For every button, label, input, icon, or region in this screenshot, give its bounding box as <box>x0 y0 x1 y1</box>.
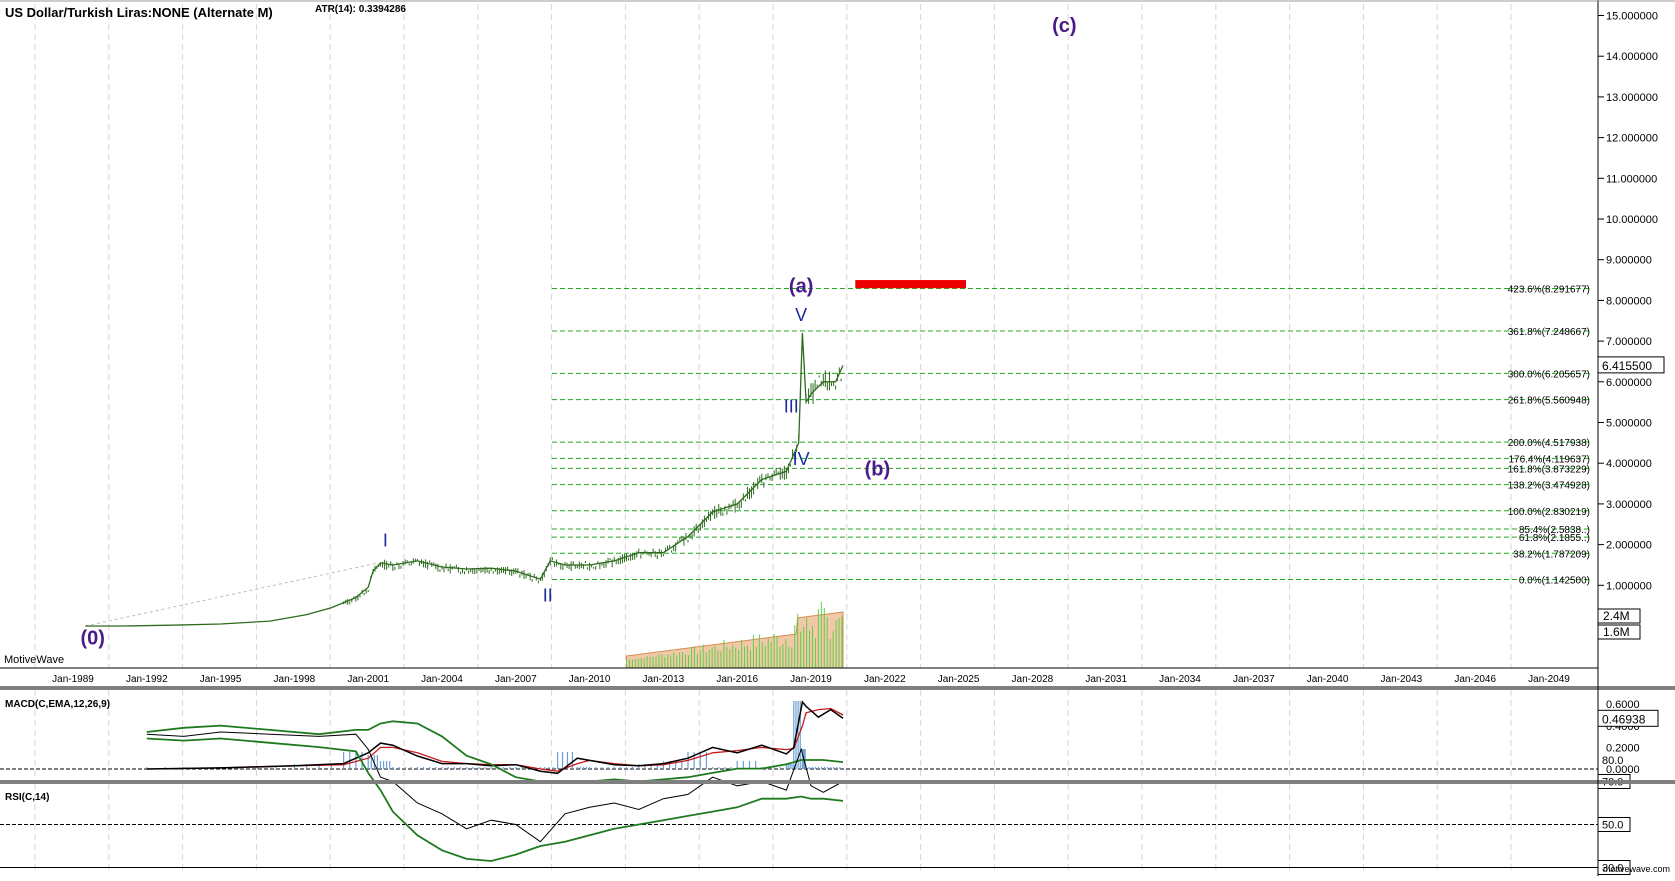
y-tick-label: 9.000000 <box>1606 255 1652 267</box>
x-tick-label: Jan-2007 <box>495 674 537 685</box>
wave-label: (c) <box>1052 15 1076 37</box>
fib-level-label: 361.8%(7.248667) <box>1508 327 1590 338</box>
y-tick-label: 3.000000 <box>1606 499 1652 511</box>
x-tick-label: Jan-2028 <box>1012 674 1054 685</box>
fib-level-label: 423.6%(8.291677) <box>1508 285 1590 296</box>
fib-level-label: 100.0%(2.830219) <box>1508 507 1590 518</box>
x-tick-label: Jan-1989 <box>52 674 94 685</box>
y-tick-label: 8.000000 <box>1606 295 1652 307</box>
y-tick-label: 12.000000 <box>1606 133 1658 145</box>
y-tick-label: 11.000000 <box>1606 173 1657 185</box>
fib-level-label: 38.2%(1.787209) <box>1513 549 1590 560</box>
macd-y-label: 0.0000 <box>1606 764 1640 776</box>
fibonacci-levels: 0.0%(1.142500) 38.2%(1.787209) 61.8%(2.185… <box>552 280 1592 587</box>
wave-label: IV <box>793 449 810 469</box>
x-tick-label: Jan-2004 <box>421 674 463 685</box>
wave-label: II <box>543 586 553 606</box>
volume-box-2 <box>1597 624 1641 640</box>
fib-level-label: 85.4%(2.5838..) <box>1519 525 1590 536</box>
last-price-box <box>1597 356 1665 374</box>
time-gridlines <box>34 4 1512 870</box>
y-tick-label: 5.000000 <box>1606 418 1652 430</box>
y-tick-label: 7.000000 <box>1606 336 1652 348</box>
wave-label: (a) <box>789 275 813 297</box>
fib-level-label: 138.2%(3.474928) <box>1508 481 1590 492</box>
x-tick-label: Jan-2043 <box>1381 674 1423 685</box>
x-tick-label: Jan-2010 <box>569 674 611 685</box>
y-tick-label: 10.000000 <box>1606 214 1658 226</box>
y-tick-label: 2.000000 <box>1606 540 1652 552</box>
macd-last-label: 0.46938 <box>1602 712 1646 726</box>
footer-site: motivewave.com <box>1603 864 1670 874</box>
wave-label: III <box>784 396 799 416</box>
chart-title: US Dollar/Turkish Liras:NONE (Alternate … <box>5 5 273 20</box>
macd-title: MACD(C,EMA,12,26,9) <box>5 699 110 710</box>
y-tick-label: 4.000000 <box>1606 458 1652 470</box>
volume-histogram <box>626 601 844 669</box>
rsi-title: RSI(C,14) <box>5 792 49 803</box>
fib-level-label: 176.4%(4.119637) <box>1508 454 1590 465</box>
wave-label: (b) <box>865 458 891 480</box>
x-tick-label: Jan-2025 <box>938 674 980 685</box>
fib-level-label: 0.0%(1.142500) <box>1519 576 1590 587</box>
y-tick-label: 1.000000 <box>1606 580 1652 592</box>
x-tick-label: Jan-2019 <box>790 674 832 685</box>
x-tick-label: Jan-2046 <box>1454 674 1496 685</box>
last-price-label: 6.415500 <box>1602 359 1652 373</box>
x-tick-label: Jan-2037 <box>1233 674 1275 685</box>
x-tick-label: Jan-2049 <box>1528 674 1570 685</box>
fib-level-label: 61.8%(2.1855..) <box>1519 533 1590 544</box>
volume-box-1 <box>1597 608 1641 624</box>
y-tick-label: 13.000000 <box>1606 92 1658 104</box>
y-tick-label: 6.000000 <box>1606 377 1652 389</box>
x-tick-label: Jan-1995 <box>200 674 242 685</box>
x-tick-label: Jan-2031 <box>1085 674 1127 685</box>
x-tick-label: Jan-2034 <box>1159 674 1201 685</box>
x-tick-label: Jan-2040 <box>1307 674 1349 685</box>
macd-signal-line <box>146 707 844 772</box>
rsi-line <box>146 731 844 843</box>
fib-level-label: 300.0%(6.205657) <box>1508 369 1590 380</box>
price-series <box>85 332 844 627</box>
x-tick-label: Jan-2013 <box>643 674 685 685</box>
y-axis-labels: 1.000000 2.000000 3.000000 4.000000 5.000000… <box>1597 11 1665 640</box>
y-tick-label: 14.000000 <box>1606 51 1658 63</box>
macd-line <box>146 700 844 775</box>
x-tick-label: Jan-1998 <box>274 674 316 685</box>
fib-level-label: 261.8%(5.560948) <box>1508 396 1590 407</box>
volume-label-1: 2.4M <box>1603 609 1630 623</box>
rsi-lower-band <box>146 737 844 862</box>
macd-y-label: 0.2000 <box>1606 742 1640 754</box>
macd-y-label: 0.6000 <box>1606 699 1640 711</box>
x-tick-label: Jan-2001 <box>347 674 389 685</box>
fib-level-label: 161.8%(3.873229) <box>1508 464 1590 475</box>
wave-projection-line <box>85 562 379 627</box>
wave-label: V <box>795 305 807 325</box>
x-tick-label: Jan-2022 <box>864 674 906 685</box>
rsi-y-label: 80.0 <box>1602 755 1623 767</box>
x-axis-labels: Jan-1989 Jan-1992 Jan-1995 Jan-1998 Jan-2001… <box>52 674 1570 685</box>
watermark: MotiveWave <box>4 654 64 666</box>
target-zone-box <box>855 280 966 289</box>
fib-level-label: 200.0%(4.517938) <box>1508 438 1590 449</box>
atr-readout: ATR(14): 0.3394286 <box>315 4 406 15</box>
y-tick-label: 15.000000 <box>1606 11 1658 23</box>
wave-label: (0) <box>80 627 104 649</box>
rsi-y-label: 30.0 <box>1602 863 1623 875</box>
x-tick-label: Jan-1992 <box>126 674 168 685</box>
rsi-y-label: 50.0 <box>1602 820 1623 832</box>
panel-splitter-1[interactable] <box>0 686 1675 690</box>
x-tick-label: Jan-2016 <box>716 674 758 685</box>
volume-label-2: 1.6M <box>1603 625 1630 639</box>
panel-splitter-2[interactable] <box>0 780 1675 784</box>
wave-label: I <box>383 531 388 551</box>
price-line <box>85 332 844 627</box>
